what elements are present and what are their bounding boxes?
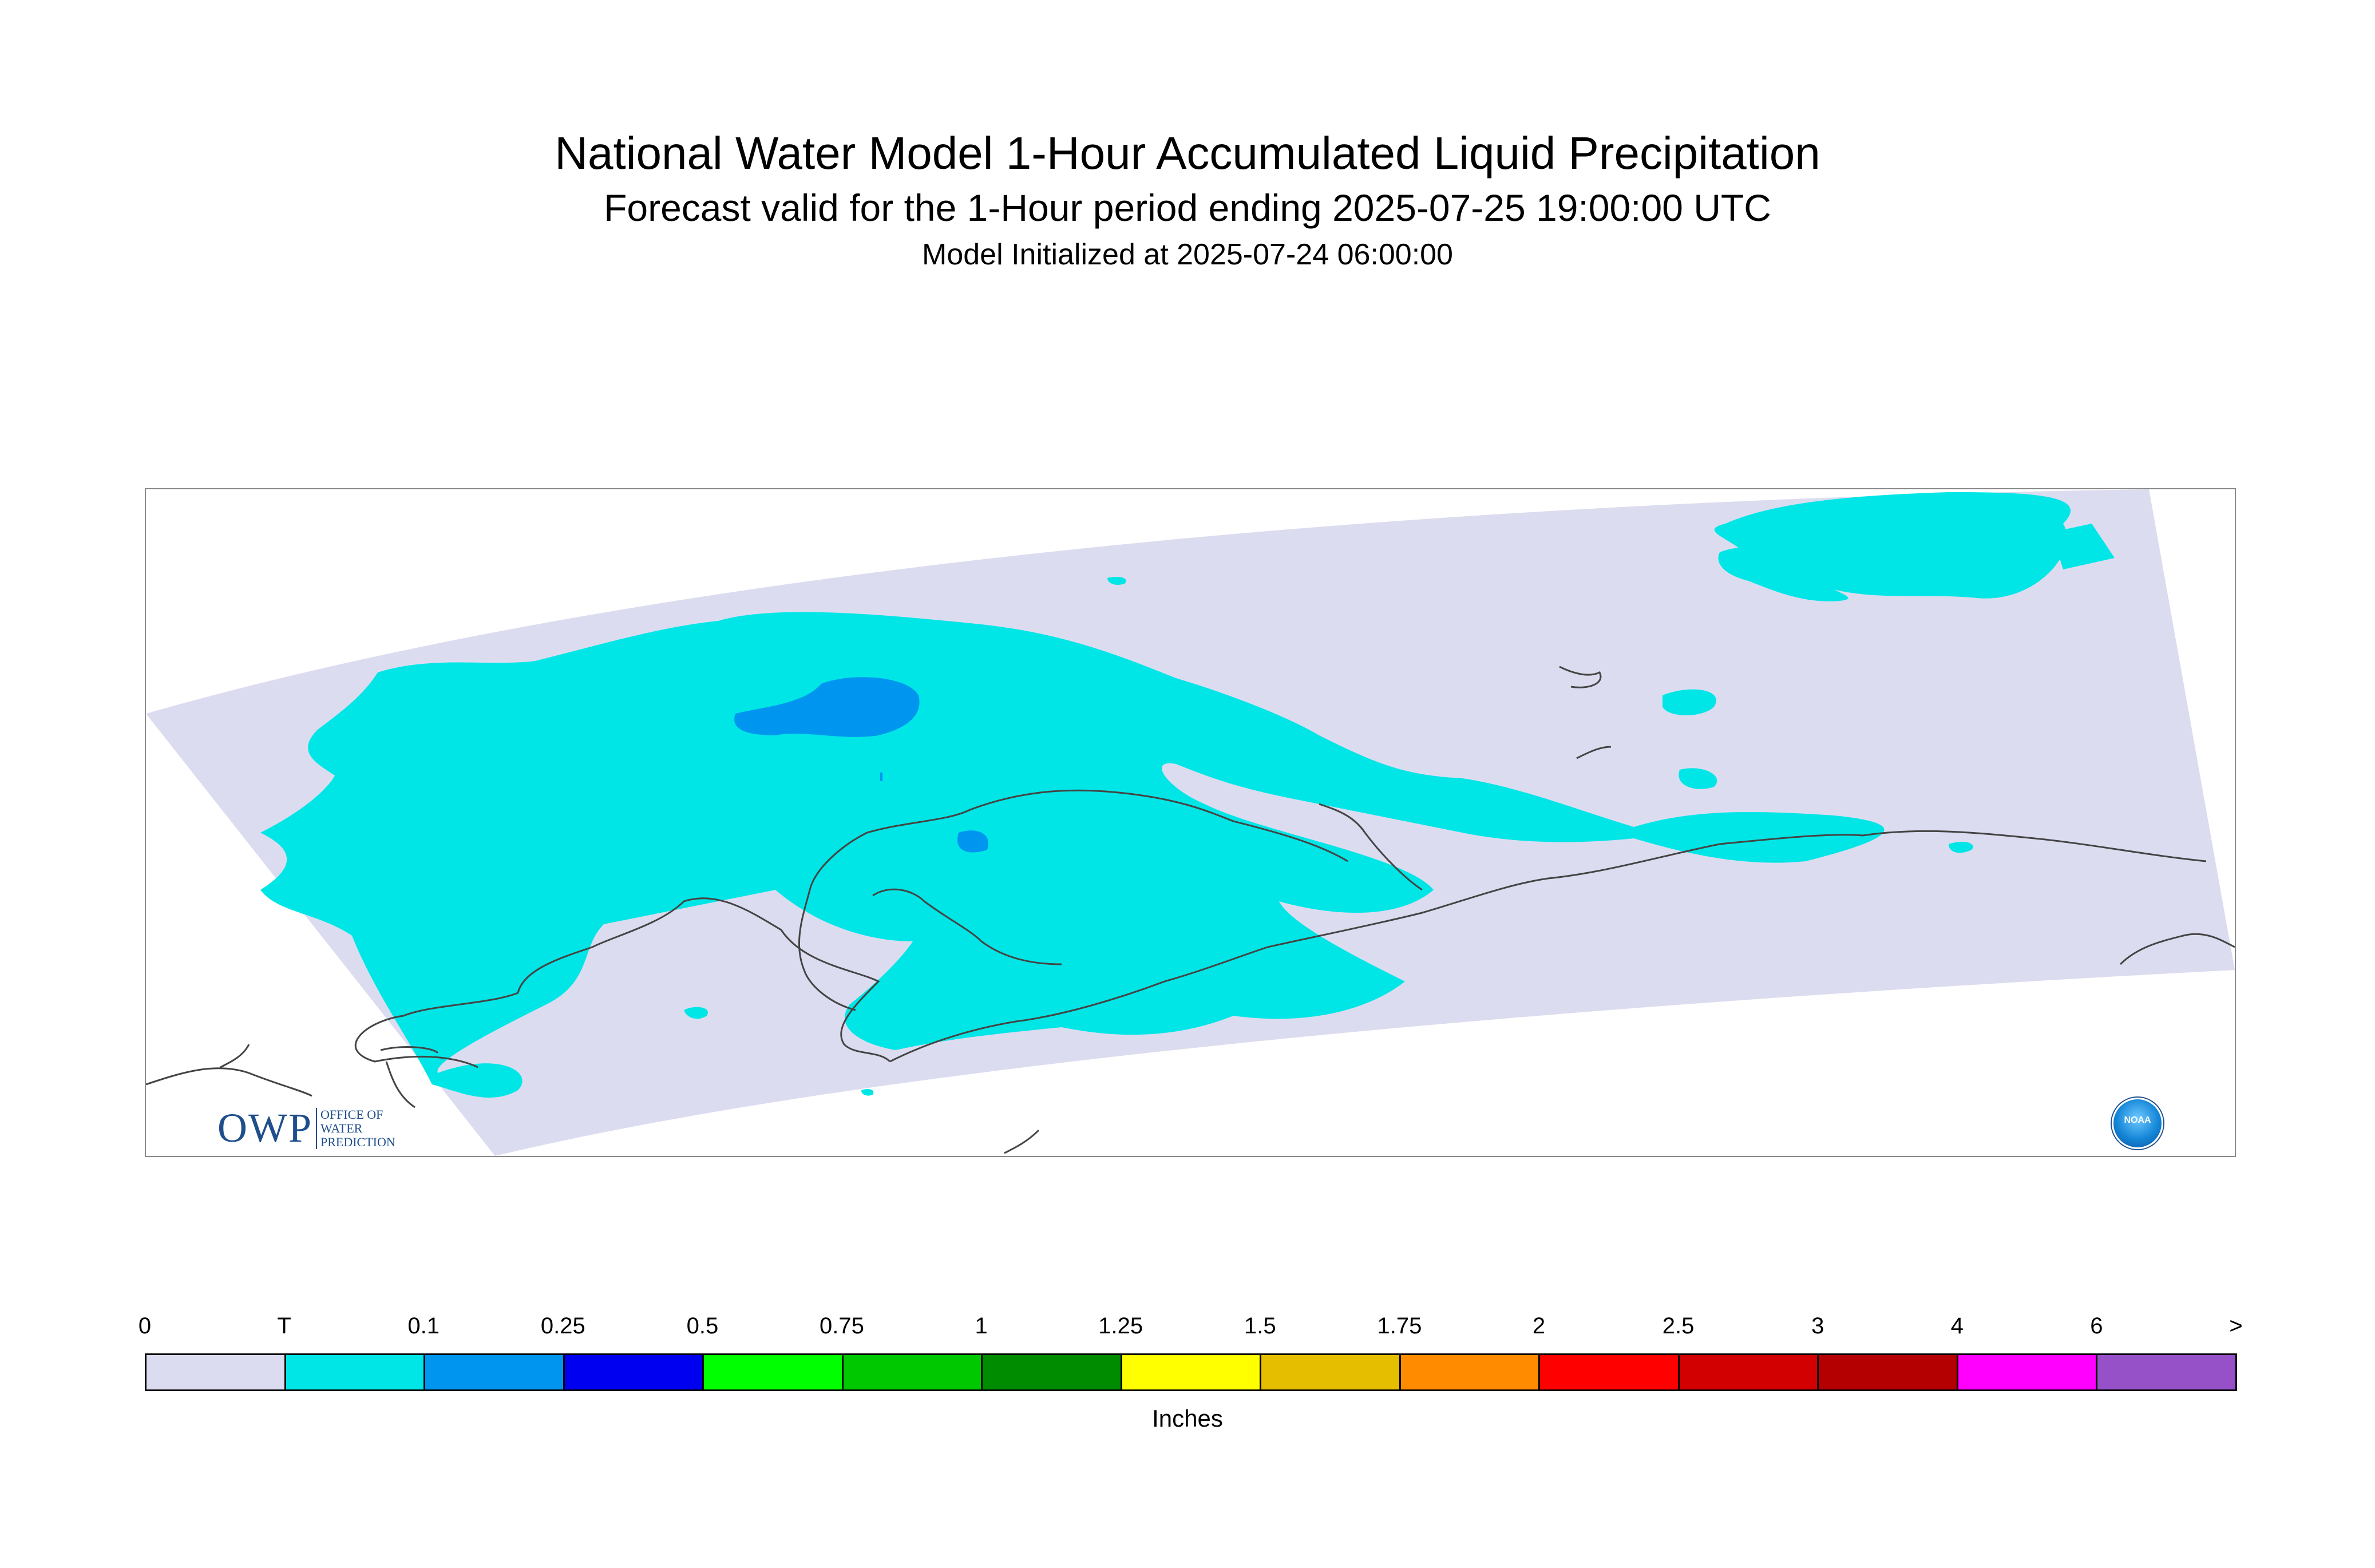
legend-tick-label: 0.75 [820,1313,864,1339]
legend-swatch [1819,1355,1958,1389]
legend-tick-label: 4 [1950,1313,1964,1339]
legend-swatch [425,1355,565,1389]
owp-logo-line-2: WATER [320,1120,363,1135]
legend-tick-label: 3 [1811,1313,1824,1339]
precipitation-map [145,488,2236,1157]
legend-swatch [147,1355,286,1389]
legend-tick-label: 1.5 [1244,1313,1276,1339]
legend-swatch [1958,1355,2098,1389]
legend-swatch [2097,1355,2235,1389]
legend-tick-labels: 0 T 0.1 0.25 0.5 0.75 1 1.25 1.5 1.75 2 2.5 3 4 6 > [138,1313,2243,1348]
legend-swatch [564,1355,704,1389]
coastlines [146,666,2235,1154]
map-canvas [146,489,2235,1156]
noaa-logo-text: NOAA [2124,1115,2151,1125]
legend-tick-label: 6 [2090,1313,2103,1339]
legend-tick-label: 0.5 [686,1313,719,1339]
legend-swatch [1261,1355,1401,1389]
noaa-logo: NOAA [2112,1098,2163,1149]
legend-units-label: Inches [1152,1405,1223,1432]
legend-swatch [843,1355,983,1389]
owp-logo-subtext: OFFICE OF WATER PREDICTION [316,1107,395,1149]
legend-swatch [1122,1355,1262,1389]
legend-color-bar [145,1353,2237,1391]
legend-swatch [1400,1355,1541,1389]
light-precipitation-areas [734,677,988,853]
legend-tick-label: T [277,1313,291,1339]
legend-tick-label: 1 [975,1313,988,1339]
legend-tick-label: 0.25 [540,1313,585,1339]
trace-precipitation-areas [260,492,2115,1098]
legend-tick-label: 1.75 [1377,1313,1422,1339]
legend-swatch [1679,1355,1819,1389]
legend-swatch [1540,1355,1680,1389]
owp-logo-text: OWP [217,1105,312,1151]
legend-tick-label: > [2229,1313,2243,1339]
legend-swatch [286,1355,426,1389]
legend-tick-label: 1.25 [1098,1313,1143,1339]
legend-swatch [704,1355,844,1389]
owp-logo: OWP OFFICE OF WATER PREDICTION [217,1104,395,1152]
legend-tick-label: 2.5 [1662,1313,1695,1339]
legend-tick-label: 0 [138,1313,152,1339]
legend-swatch [983,1355,1122,1389]
owp-logo-line-1: OFFICE OF [320,1107,383,1122]
model-init-line: Model Initialized at 2025-07-24 06:00:00 [922,238,1453,271]
map-subtitle: Forecast valid for the 1-Hour period end… [604,187,1771,229]
legend-tick-label: 2 [1532,1313,1546,1339]
map-title: National Water Model 1-Hour Accumulated … [555,128,1820,179]
owp-logo-line-3: PREDICTION [320,1134,395,1149]
legend-tick-label: 0.1 [407,1313,440,1339]
